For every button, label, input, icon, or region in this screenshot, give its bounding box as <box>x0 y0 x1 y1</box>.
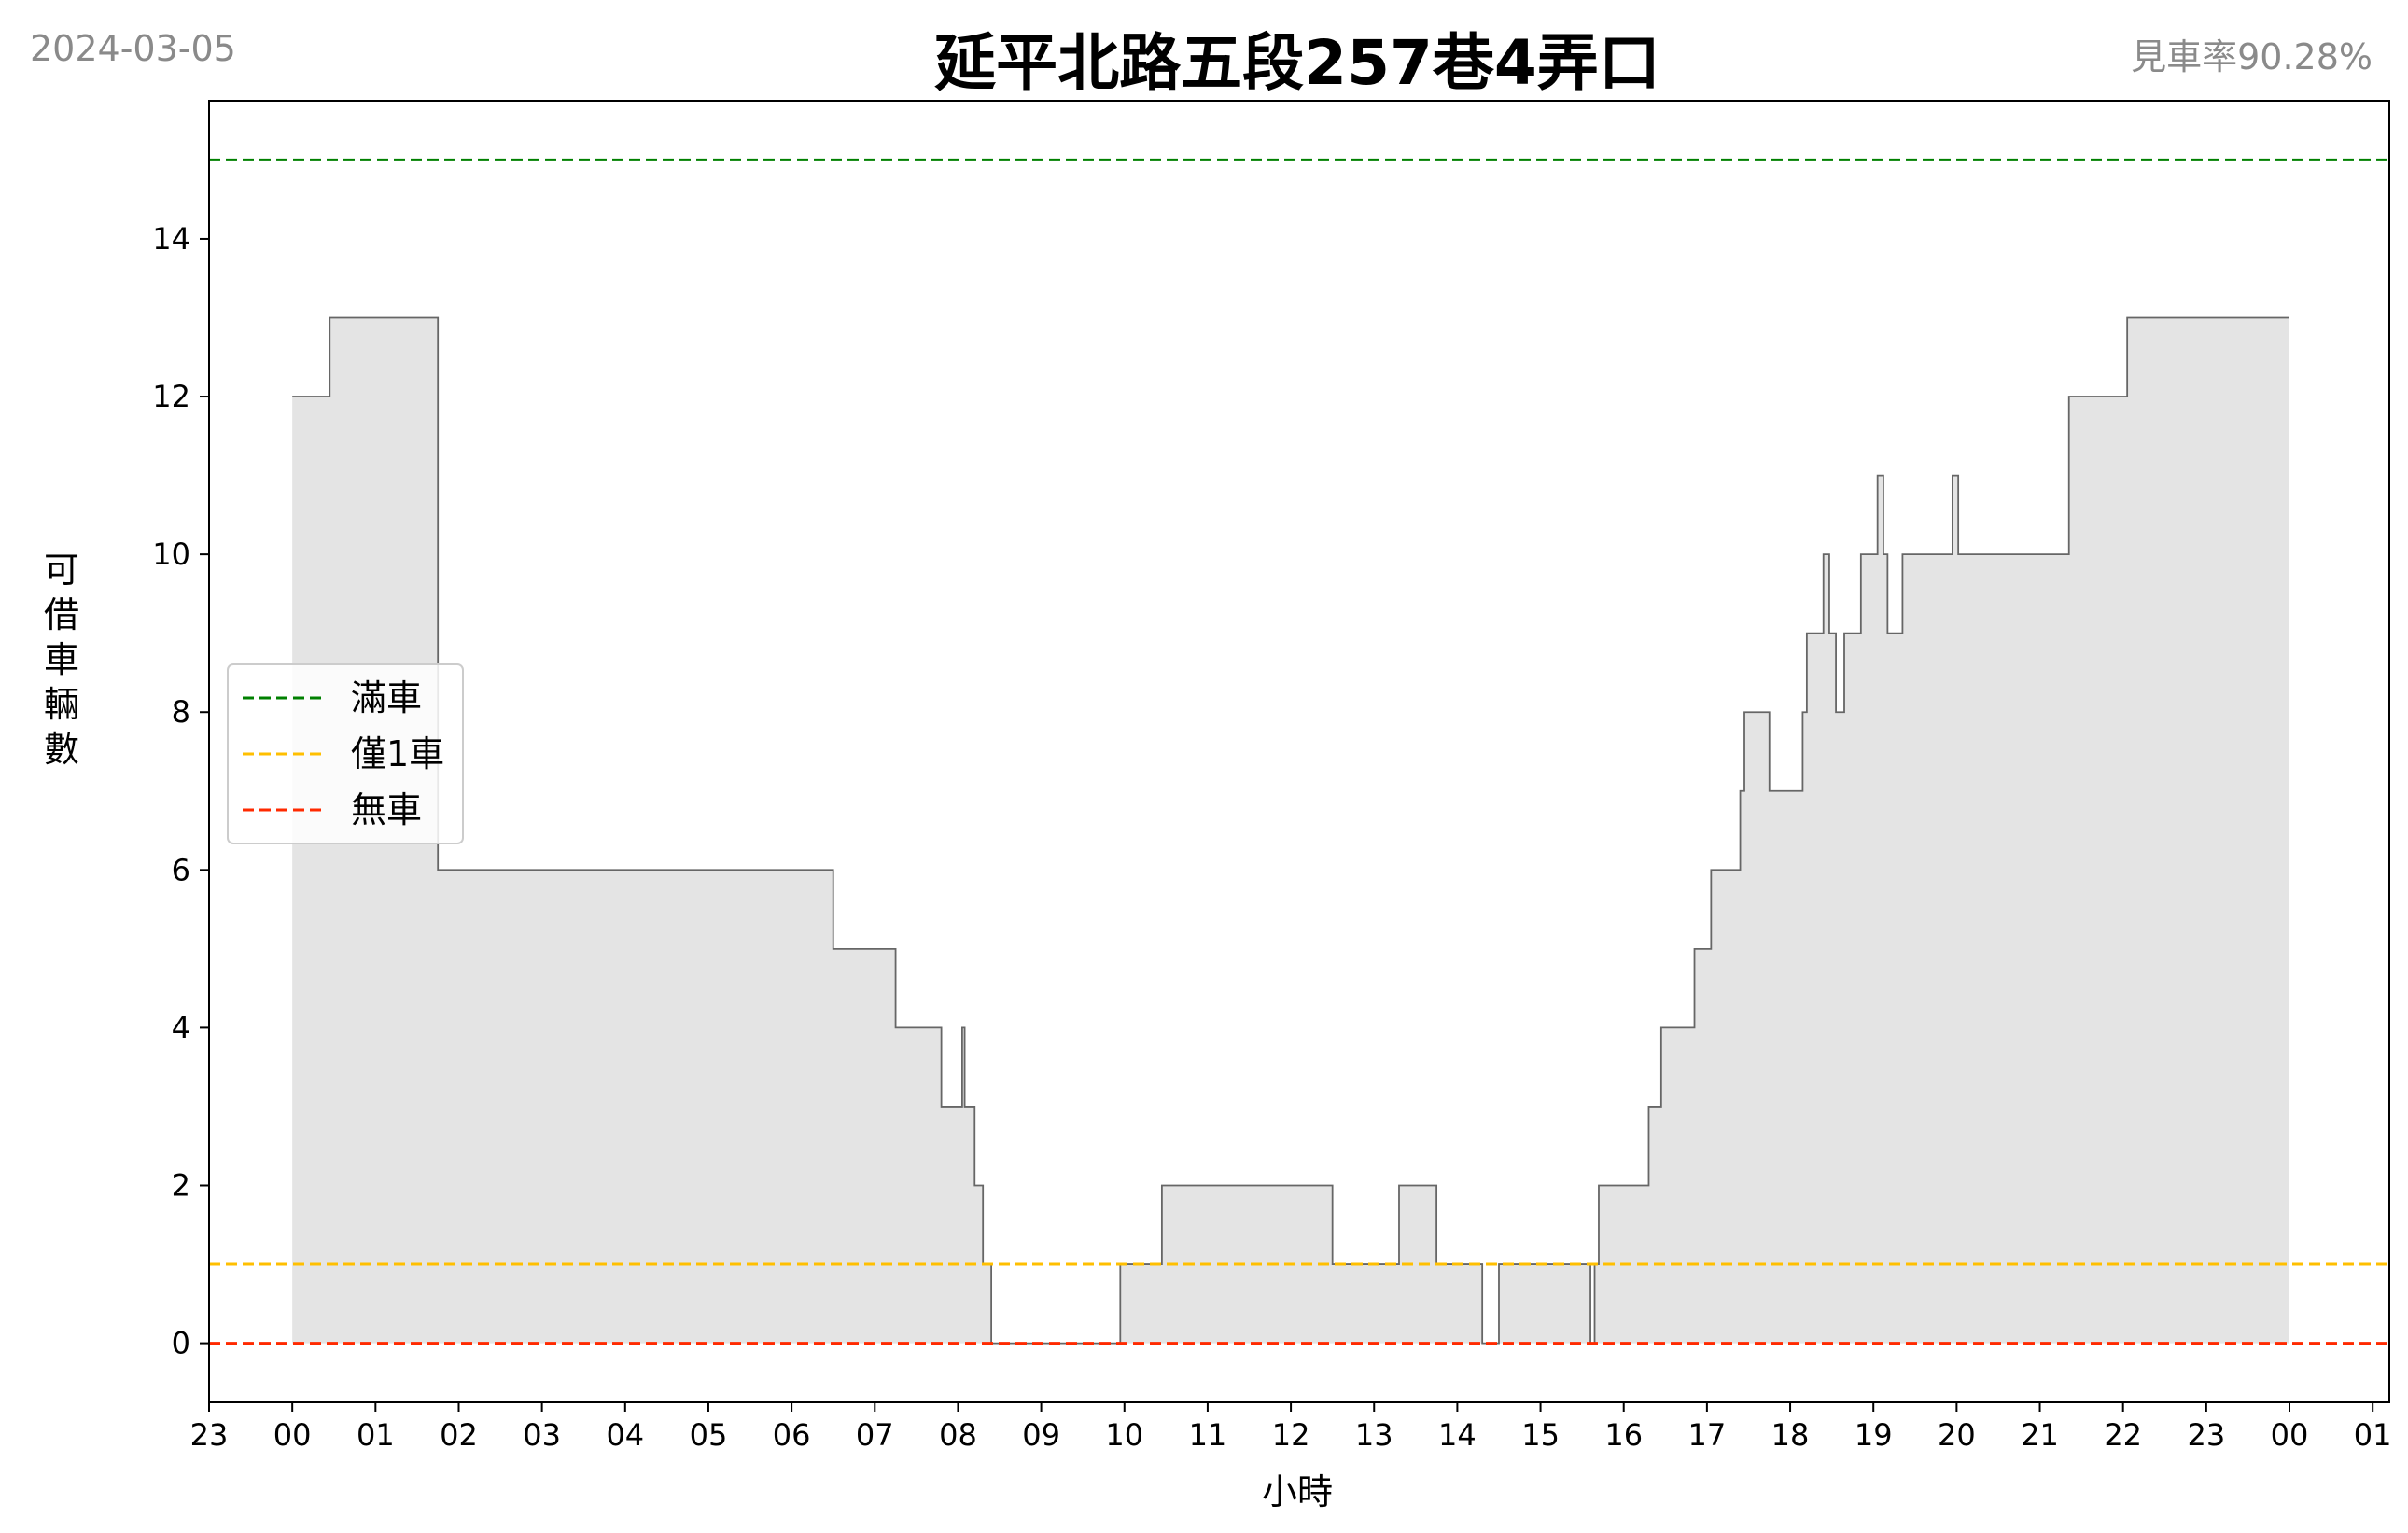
legend-box <box>227 663 464 844</box>
x-tick-label: 23 <box>2187 1417 2225 1453</box>
x-tick-label: 15 <box>1521 1417 1560 1453</box>
series-line <box>292 316 2290 1345</box>
legend-label-0: 滿車 <box>351 677 422 718</box>
x-tick-label: 22 <box>2104 1417 2142 1453</box>
x-tick-label: 17 <box>1688 1417 1727 1453</box>
date-label: 2024-03-05 <box>30 28 236 69</box>
y-tick-label: 2 <box>172 1168 190 1204</box>
x-tick-label: 00 <box>273 1417 312 1453</box>
x-tick-label: 19 <box>1855 1417 1893 1453</box>
legend-label-1: 僅1車 <box>351 733 444 774</box>
legend-label-2: 無車 <box>351 789 422 830</box>
availability-rate: 見車率90.28% <box>2131 36 2373 77</box>
x-tick-label: 04 <box>606 1417 644 1453</box>
x-tick-label: 20 <box>1938 1417 1976 1453</box>
series-area-fill <box>292 317 2290 1344</box>
y-tick-label: 12 <box>152 379 190 414</box>
y-tick-label: 0 <box>172 1326 190 1361</box>
x-tick-label: 12 <box>1272 1417 1310 1453</box>
x-tick-label: 07 <box>856 1417 894 1453</box>
x-tick-label: 21 <box>2021 1417 2059 1453</box>
y-tick-label: 10 <box>152 537 190 572</box>
x-tick-label: 06 <box>773 1417 811 1453</box>
x-tick-label: 09 <box>1022 1417 1060 1453</box>
y-axis-label-char: 借 <box>44 594 79 635</box>
y-axis: 0 2 4 6 8 10 12 14 <box>152 221 209 1361</box>
x-tick-label: 18 <box>1771 1417 1810 1453</box>
y-tick-label: 14 <box>152 221 190 257</box>
x-tick-label: 13 <box>1355 1417 1393 1453</box>
y-axis-label-char: 數 <box>44 729 79 770</box>
x-tick-label: 11 <box>1189 1417 1227 1453</box>
y-axis-label-char: 車 <box>44 639 79 680</box>
x-tick-label: 16 <box>1604 1417 1643 1453</box>
x-axis: 23 00 01 02 03 04 05 06 07 08 09 10 11 12 13 14 15 16 17 18… <box>190 1402 2392 1453</box>
x-tick-label: 14 <box>1438 1417 1477 1453</box>
x-tick-label: 02 <box>440 1417 478 1453</box>
x-tick-label: 08 <box>939 1417 977 1453</box>
y-axis-label-char: 可 <box>44 550 79 591</box>
x-tick-label: 10 <box>1105 1417 1143 1453</box>
plot-frame <box>208 100 2390 1403</box>
y-tick-label: 8 <box>172 694 190 730</box>
x-tick-label: 05 <box>690 1417 728 1453</box>
y-tick-label: 4 <box>172 1010 190 1045</box>
chart-title: 延平北路五段257巷4弄口 <box>934 27 1660 99</box>
x-tick-label: 01 <box>357 1417 395 1453</box>
x-tick-label: 00 <box>2271 1417 2309 1453</box>
x-tick-label: 03 <box>523 1417 561 1453</box>
y-axis-label-char: 輛 <box>44 684 79 725</box>
y-tick-label: 6 <box>172 852 190 887</box>
x-axis-label: 小時 <box>1262 1471 1333 1512</box>
x-tick-label: 23 <box>190 1417 229 1453</box>
plot-area <box>208 100 2390 1403</box>
x-tick-label: 01 <box>2354 1417 2392 1453</box>
